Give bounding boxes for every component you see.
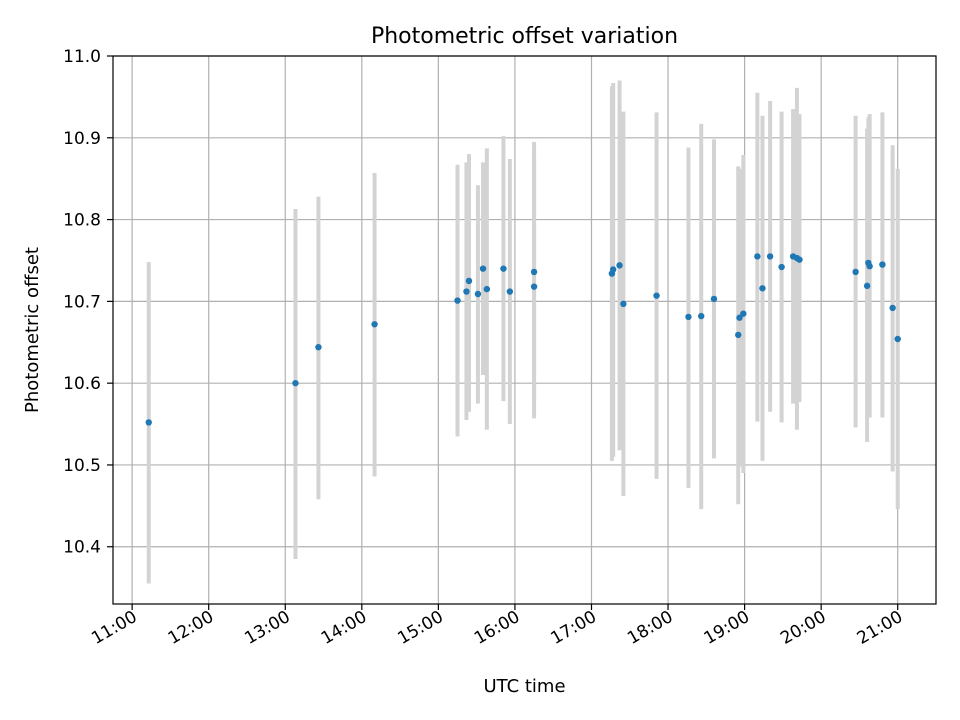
x-tick-label: 12:00 [165, 607, 217, 649]
data-point [653, 292, 660, 299]
x-tick-label: 15:00 [394, 607, 446, 649]
data-point [530, 283, 538, 290]
data-point [766, 253, 774, 260]
data-point [620, 300, 627, 308]
x-axis-label: UTC time [483, 676, 565, 697]
data-point [292, 379, 299, 387]
x-tick-label: 17:00 [548, 607, 600, 649]
data-point [685, 313, 692, 321]
data-point [315, 343, 322, 351]
data-point [863, 282, 871, 290]
x-tick-label: 19:00 [701, 607, 753, 649]
grid [113, 55, 936, 604]
y-tick-label: 10.8 [63, 211, 101, 231]
data-point [754, 253, 761, 260]
y-tick-label: 10.6 [63, 374, 101, 394]
data-point [889, 304, 896, 312]
data-point [759, 285, 766, 292]
x-tick-label: 21:00 [854, 607, 906, 649]
data-point [506, 288, 514, 295]
x-tick-label: 20:00 [777, 607, 829, 649]
data-point [500, 265, 507, 272]
data-point [479, 265, 487, 272]
y-tick-label: 10.9 [63, 129, 101, 149]
y-tick-label: 10.5 [63, 456, 101, 476]
data-point [796, 256, 803, 263]
chart-title: Photometric offset variation [371, 24, 678, 49]
data-point [866, 263, 873, 270]
data-point [616, 262, 623, 269]
data-point [465, 277, 473, 285]
x-tick-label: 16:00 [471, 607, 523, 649]
data-point [145, 419, 152, 426]
y-tick-label: 10.4 [63, 538, 101, 558]
data-point [454, 297, 461, 304]
data-points [145, 253, 901, 426]
data-point [894, 335, 901, 343]
data-point [879, 261, 886, 268]
errorbars [146, 80, 900, 584]
data-point [736, 314, 743, 321]
y-axis-label: Photometric offset [22, 247, 43, 413]
x-tick-label: 11:00 [88, 607, 140, 649]
data-point [483, 285, 491, 293]
y-tick-label: 11.0 [63, 47, 101, 67]
data-point [474, 290, 482, 298]
data-point [530, 268, 538, 276]
data-point [735, 331, 742, 339]
data-point [740, 310, 747, 317]
x-tick-label: 14:00 [318, 607, 370, 649]
data-point [463, 288, 470, 295]
data-point [778, 263, 785, 271]
data-point [710, 295, 718, 303]
data-point [371, 321, 378, 328]
y-axis: 10.4 10.5 10.6 10.7 10.8 10.9 11.0 [63, 47, 113, 558]
x-tick-label: 13:00 [241, 607, 293, 649]
data-point [609, 266, 617, 273]
y-tick-label: 10.7 [63, 292, 101, 312]
x-tick-label: 18:00 [624, 607, 676, 649]
data-point [852, 268, 859, 276]
data-point [698, 312, 705, 320]
x-axis: 11:00 12:00 13:00 14:00 15:00 16:00 17:00 18:00… [88, 604, 906, 649]
plot-frame [112, 55, 937, 605]
